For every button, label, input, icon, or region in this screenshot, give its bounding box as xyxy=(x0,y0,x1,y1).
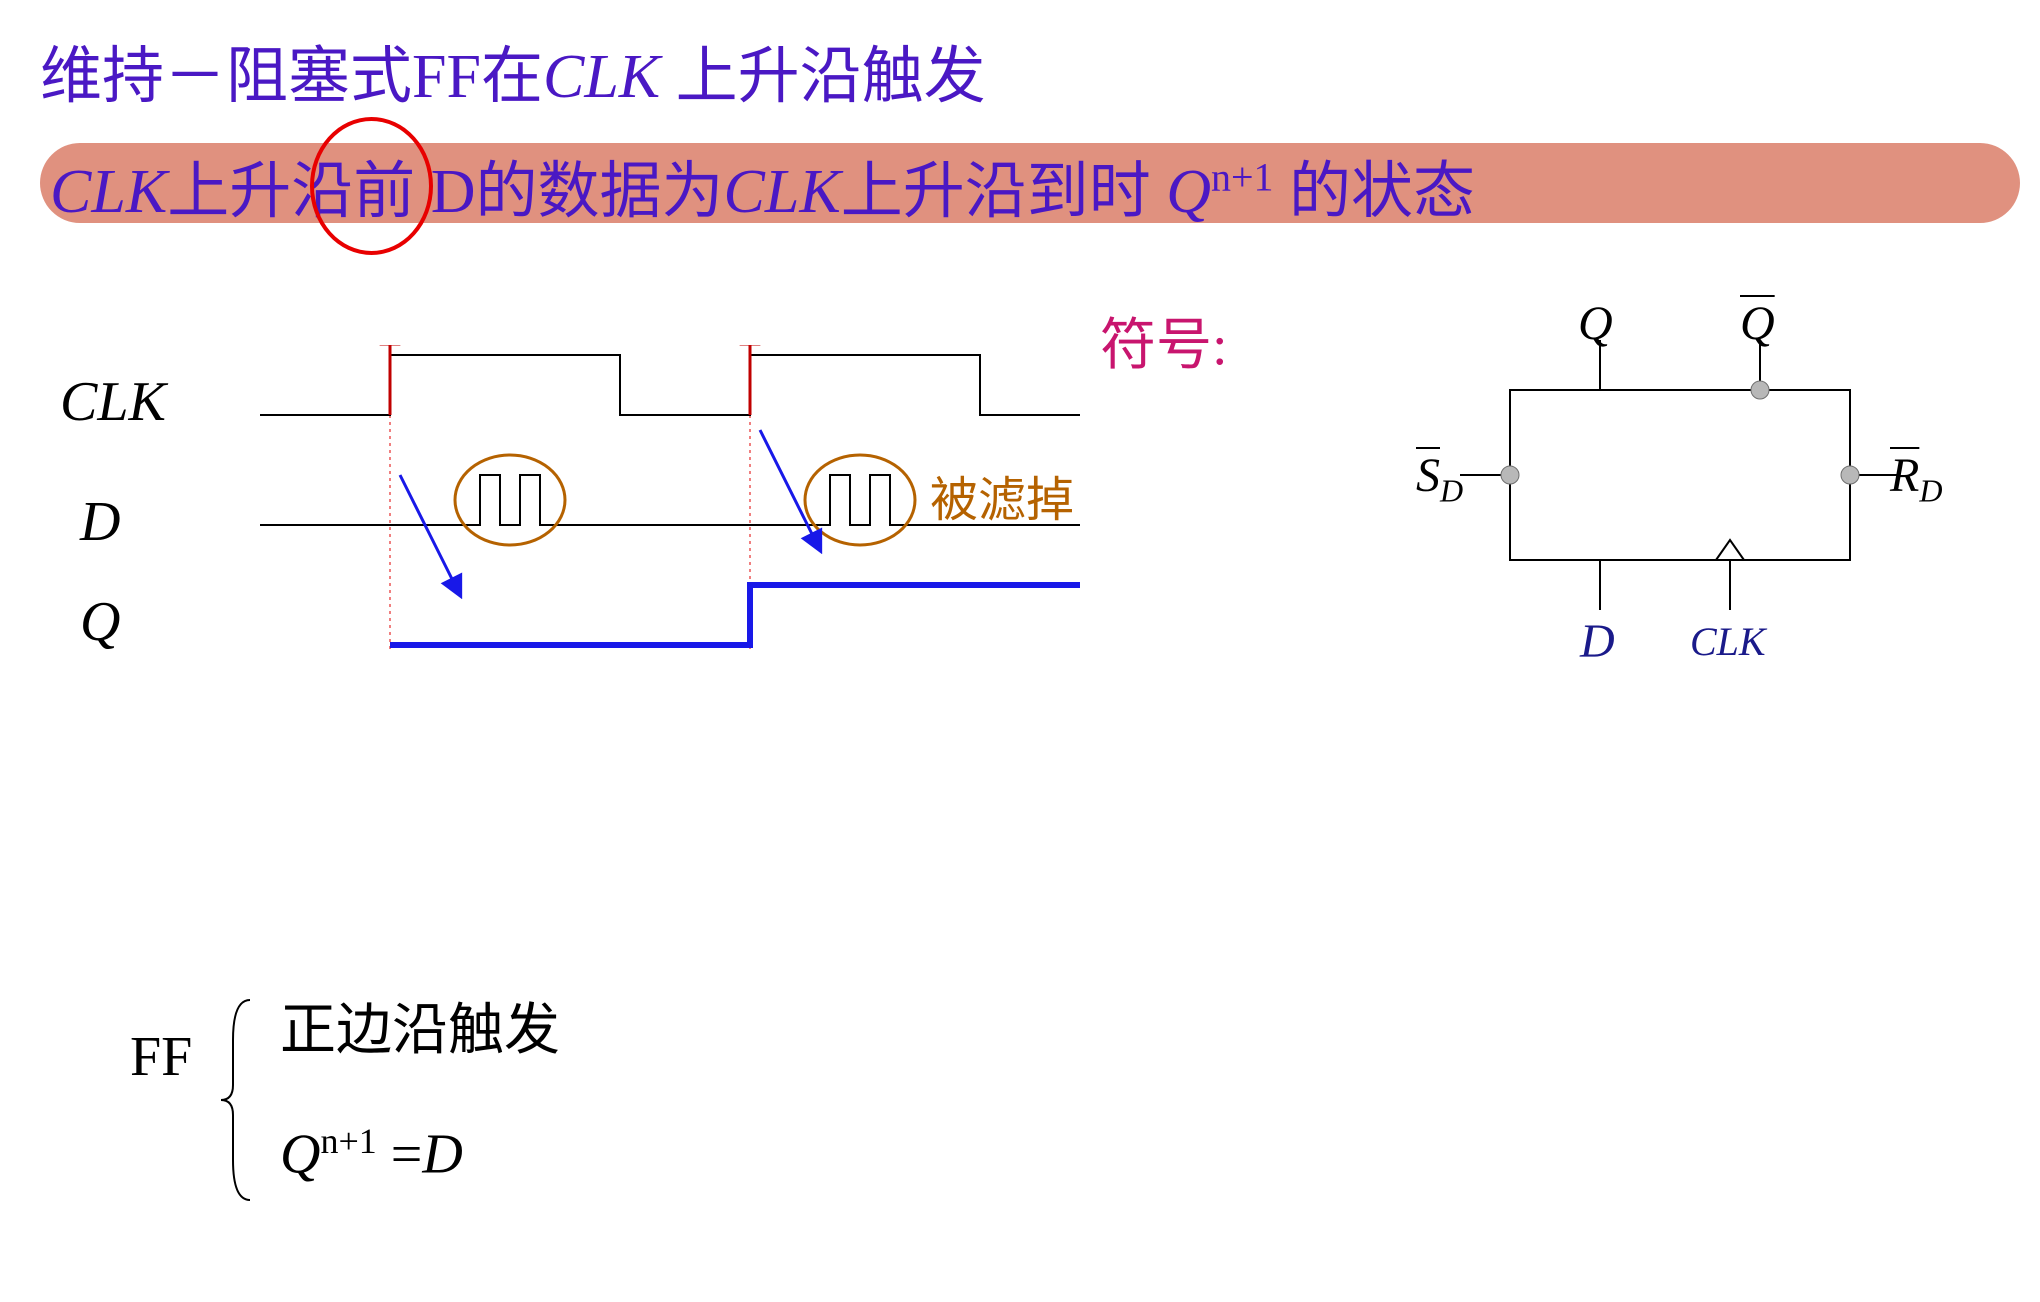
timing-label-d: D xyxy=(80,490,120,554)
title2-clk1: CLK xyxy=(50,158,167,226)
title1-prefix: 维持－阻塞式FF在 xyxy=(40,43,543,111)
timing-diagram xyxy=(130,345,1130,665)
title-line-2: CLK上升沿前 D的数据为CLK上升沿到时 Qn+1 的状态 xyxy=(50,140,1475,230)
title-line-1: 维持－阻塞式FF在CLK 上升沿触发 xyxy=(40,25,986,115)
brace-icon xyxy=(215,990,265,1210)
ff-summary-line2: Qn+1 =D xyxy=(280,1120,463,1187)
title2-Q: Q xyxy=(1166,158,1211,226)
ff-label: FF xyxy=(130,1025,192,1089)
sym-label-qbar: Q xyxy=(1740,296,1775,351)
ff-summary-line1: 正边沿触发 xyxy=(280,985,560,1066)
title1-suffix: 上升沿触发 xyxy=(660,43,986,111)
title2-p6: 的状态 xyxy=(1274,158,1476,226)
title2-sup: n+1 xyxy=(1211,154,1274,199)
sym-label-clk: CLK xyxy=(1690,618,1766,665)
sym-label-q: Q xyxy=(1578,296,1613,351)
title1-clk: CLK xyxy=(543,43,660,111)
sym-label-d: D xyxy=(1580,614,1615,669)
title2-p4: 上升沿到时 xyxy=(841,158,1167,226)
title2-p2: 上升沿前 D的数据为 xyxy=(167,158,723,226)
sym-label-rd: RD xyxy=(1890,448,1942,510)
timing-label-q: Q xyxy=(80,590,120,654)
emphasis-circle xyxy=(310,117,433,255)
title2-clk2: CLK xyxy=(723,158,840,226)
sym-label-sd: SD xyxy=(1416,448,1463,510)
